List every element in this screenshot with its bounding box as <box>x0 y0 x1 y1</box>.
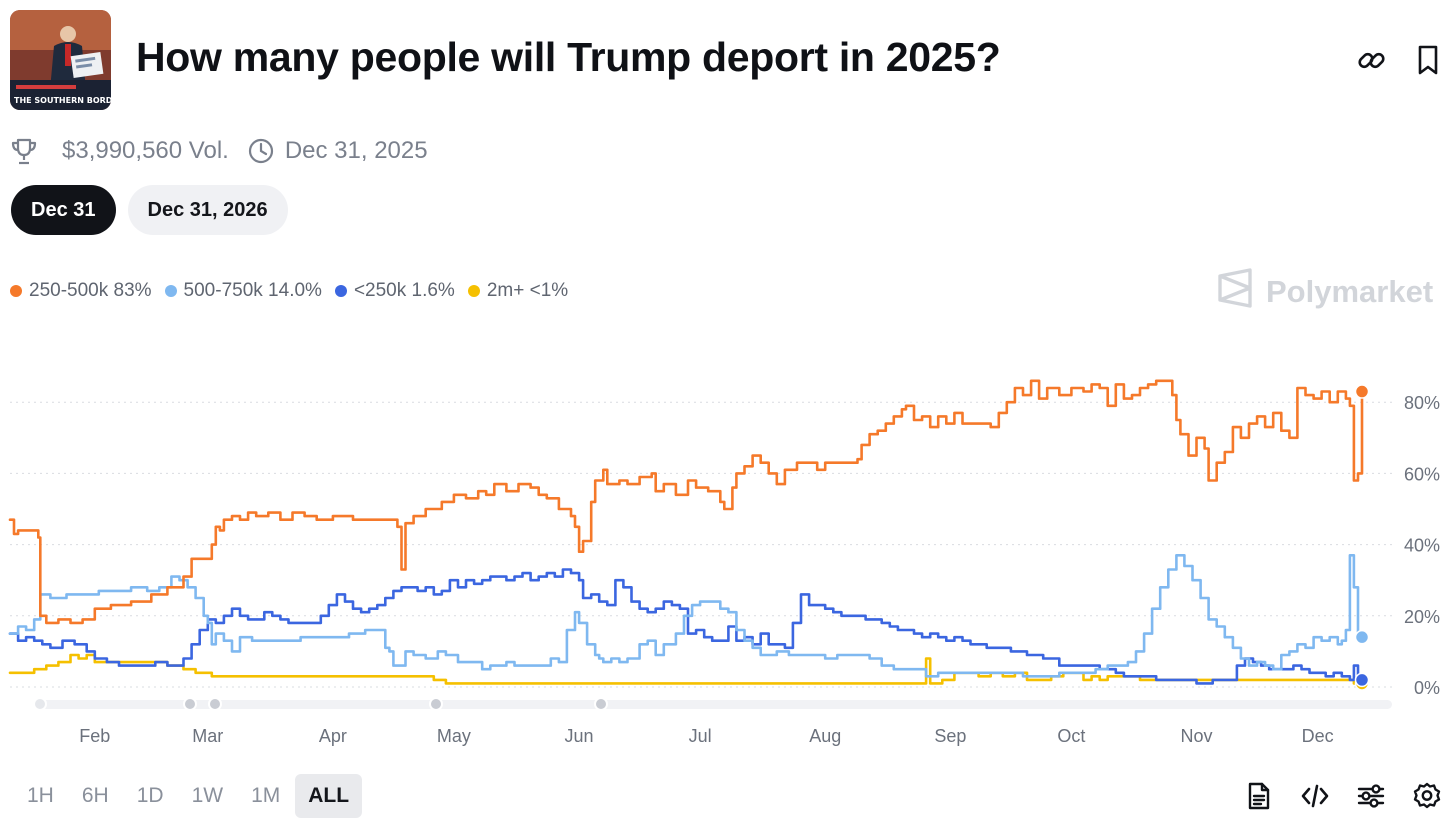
legend-dot <box>467 285 480 297</box>
legend-label: 250-500k 83% <box>29 280 152 301</box>
legend-dot <box>334 285 347 297</box>
bookmark-icon[interactable] <box>1412 42 1444 78</box>
y-tick-label: 0% <box>1414 678 1440 698</box>
legend-item-250-500k: 250-500k 83% <box>10 280 152 302</box>
x-tick-label: Mar <box>192 726 223 746</box>
x-tick-label: May <box>437 726 471 746</box>
range-1d[interactable]: 1D <box>136 784 164 807</box>
sliders-icon[interactable] <box>1356 780 1386 812</box>
y-tick-label: 60% <box>1404 464 1440 484</box>
x-tick-label: Dec <box>1302 726 1334 746</box>
x-tick-label: Apr <box>319 726 347 746</box>
date-tabs: Dec 31 Dec 31, 2026 <box>11 185 288 235</box>
x-tick-label: Sep <box>934 726 966 746</box>
end-date-text: Dec 31, 2025 <box>284 137 428 164</box>
chart-legend: 250-500k 83% 500-750k 14.0% <250k 1.6% 2… <box>10 280 568 302</box>
timeline-marker[interactable] <box>594 697 608 711</box>
clock-icon <box>247 137 275 165</box>
trophy-icon <box>10 136 38 166</box>
legend-item-under-250k: <250k 1.6% <box>334 280 455 302</box>
series-endpoint <box>1354 629 1370 645</box>
tab-dec-31-2026[interactable]: Dec 31, 2026 <box>127 185 288 235</box>
x-tick-label: Jun <box>565 726 594 746</box>
legend-label: <250k 1.6% <box>353 280 455 301</box>
brand-name: Polymarket <box>1266 274 1434 309</box>
range-1h[interactable]: 1H <box>27 784 54 807</box>
legend-label: 500-750k 14.0% <box>183 280 322 301</box>
code-icon[interactable] <box>1300 780 1330 812</box>
gear-icon[interactable] <box>1412 780 1442 812</box>
legend-item-500-750k: 500-750k 14.0% <box>164 280 322 302</box>
range-1w[interactable]: 1W <box>191 784 224 807</box>
time-range-selector: 1H 6H 1D 1W 1M ALL <box>14 774 363 818</box>
x-tick-label: Nov <box>1181 726 1213 746</box>
legend-dot <box>10 285 22 297</box>
x-tick-label: Aug <box>809 726 841 746</box>
range-6h[interactable]: 6H <box>81 784 109 807</box>
market-thumbnail: THE SOUTHERN BORDER <box>10 10 111 110</box>
y-tick-label: 20% <box>1404 607 1440 627</box>
series-endpoint <box>1354 672 1370 688</box>
volume-text: $3,990,560 Vol. <box>62 137 229 164</box>
link-icon[interactable] <box>1356 42 1388 78</box>
tab-dec-31[interactable]: Dec 31 <box>11 185 116 235</box>
price-chart[interactable]: 0% 20% 40% 60% 80% Feb Mar Apr May Jun Jul Aug Sep O… <box>0 330 1456 760</box>
legend-label: 2m+ <1% <box>486 280 569 301</box>
legend-dot <box>164 285 177 297</box>
timeline-marker[interactable] <box>208 697 222 711</box>
series-line-250k[interactable] <box>8 568 1364 685</box>
series-line-250-500k[interactable] <box>8 379 1364 625</box>
x-tick-label: Feb <box>79 726 110 746</box>
series-endpoint <box>1354 384 1370 399</box>
thumbnail-caption: THE SOUTHERN BORDER <box>14 96 111 105</box>
document-icon[interactable] <box>1244 780 1274 812</box>
x-tick-label: Oct <box>1057 726 1085 746</box>
range-1m[interactable]: 1M <box>251 784 281 807</box>
timeline-track <box>35 700 1392 709</box>
polymarket-watermark: Polymarket <box>1216 268 1433 316</box>
legend-item-2m-plus: 2m+ <1% <box>467 280 569 302</box>
range-all[interactable]: ALL <box>295 774 363 818</box>
market-meta: $3,990,560 Vol. Dec 31, 2025 <box>10 134 428 168</box>
timeline-marker[interactable] <box>33 697 47 711</box>
polymarket-logo-icon <box>1216 268 1254 316</box>
x-tick-label: Jul <box>689 726 712 746</box>
timeline-marker[interactable] <box>429 697 443 711</box>
series-line-500-750k[interactable] <box>8 554 1364 678</box>
market-title: How many people will Trump deport in 202… <box>136 34 1001 80</box>
y-tick-label: 80% <box>1404 393 1440 413</box>
y-tick-label: 40% <box>1404 536 1440 556</box>
timeline-marker[interactable] <box>183 697 197 711</box>
